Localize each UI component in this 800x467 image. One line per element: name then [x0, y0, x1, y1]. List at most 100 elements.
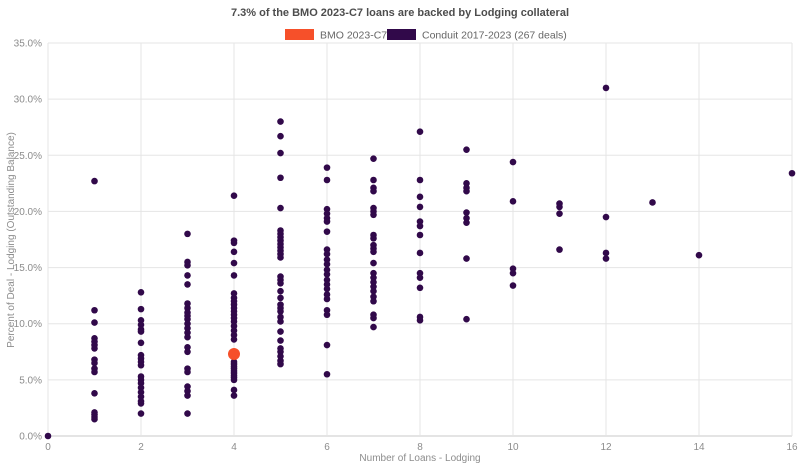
point-conduit-2017-2023-267-deals — [230, 272, 238, 279]
point-conduit-2017-2023-267-deals — [695, 251, 703, 259]
gridlines — [47, 42, 793, 437]
y-axis-title: Percent of Deal - Lodging (Outstanding B… — [6, 132, 17, 348]
point-conduit-2017-2023-267-deals — [463, 146, 470, 153]
point-conduit-2017-2023-267-deals — [323, 341, 331, 349]
point-bmo-2023-c7 — [228, 348, 240, 361]
point-conduit-2017-2023-267-deals — [277, 308, 284, 315]
point-conduit-2017-2023-267-deals — [137, 288, 145, 296]
point-conduit-2017-2023-267-deals — [277, 149, 284, 157]
y-tick-label: 20.0% — [14, 207, 42, 218]
point-conduit-2017-2023-267-deals — [184, 333, 191, 341]
point-conduit-2017-2023-267-deals — [323, 311, 331, 319]
point-conduit-2017-2023-267-deals — [44, 432, 52, 440]
x-tick-label: 14 — [693, 442, 705, 453]
y-tick-label: 35.0% — [14, 39, 42, 50]
x-tick-label: 12 — [600, 442, 612, 453]
point-conduit-2017-2023-267-deals — [416, 274, 424, 281]
point-conduit-2017-2023-267-deals — [649, 199, 656, 206]
legend-swatch-bmo — [285, 29, 314, 40]
point-conduit-2017-2023-267-deals — [277, 287, 284, 295]
point-conduit-2017-2023-267-deals — [416, 284, 424, 292]
legend-label-conduit: Conduit 2017-2023 (267 deals) — [422, 30, 567, 42]
point-conduit-2017-2023-267-deals — [370, 211, 377, 219]
y-tick-label: 15.0% — [14, 263, 42, 274]
x-tick-label: 0 — [45, 442, 51, 453]
x-tick-label: 2 — [138, 442, 144, 453]
point-conduit-2017-2023-267-deals — [230, 386, 238, 394]
point-conduit-2017-2023-267-deals — [416, 193, 424, 201]
chart-legend: BMO 2023-C7 Conduit 2017-2023 (267 deals… — [285, 29, 567, 42]
point-conduit-2017-2023-267-deals — [184, 281, 191, 288]
point-conduit-2017-2023-267-deals — [277, 360, 284, 368]
point-conduit-2017-2023-267-deals — [323, 260, 331, 268]
y-tick-label: 25.0% — [14, 151, 42, 162]
point-conduit-2017-2023-267-deals — [137, 361, 145, 369]
point-conduit-2017-2023-267-deals — [277, 279, 284, 287]
point-conduit-2017-2023-267-deals — [323, 250, 331, 258]
point-conduit-2017-2023-267-deals — [91, 177, 98, 185]
point-conduit-2017-2023-267-deals — [463, 209, 470, 216]
y-tick-label: 10.0% — [14, 319, 42, 330]
x-tick-label: 16 — [786, 442, 798, 453]
point-conduit-2017-2023-267-deals — [463, 255, 470, 262]
point-conduit-2017-2023-267-deals — [788, 169, 796, 177]
point-conduit-2017-2023-267-deals — [137, 400, 145, 407]
point-conduit-2017-2023-267-deals — [230, 336, 238, 343]
point-conduit-2017-2023-267-deals — [416, 231, 424, 239]
x-axis-title: Number of Loans - Lodging — [359, 453, 480, 464]
point-conduit-2017-2023-267-deals — [91, 415, 98, 423]
point-conduit-2017-2023-267-deals — [556, 246, 563, 253]
point-conduit-2017-2023-267-deals — [277, 294, 284, 302]
point-conduit-2017-2023-267-deals — [509, 269, 517, 277]
point-conduit-2017-2023-267-deals — [323, 295, 331, 303]
point-conduit-2017-2023-267-deals — [230, 259, 238, 267]
point-conduit-2017-2023-267-deals — [184, 230, 191, 238]
point-conduit-2017-2023-267-deals — [416, 128, 424, 136]
point-conduit-2017-2023-267-deals — [509, 282, 517, 289]
point-conduit-2017-2023-267-deals — [323, 271, 331, 278]
legend-swatch-conduit — [387, 29, 416, 40]
point-conduit-2017-2023-267-deals — [230, 392, 238, 399]
x-tick-label: 4 — [231, 442, 237, 453]
point-conduit-2017-2023-267-deals — [230, 248, 238, 256]
y-tick-label: 5.0% — [19, 375, 42, 386]
point-conduit-2017-2023-267-deals — [323, 176, 331, 184]
chart-title: 7.3% of the BMO 2023-C7 loans are backed… — [231, 7, 569, 19]
point-conduit-2017-2023-267-deals — [556, 203, 563, 211]
point-conduit-2017-2023-267-deals — [602, 84, 610, 92]
point-conduit-2017-2023-267-deals — [370, 323, 377, 331]
point-conduit-2017-2023-267-deals — [277, 318, 284, 325]
point-conduit-2017-2023-267-deals — [91, 390, 98, 397]
data-points — [44, 84, 796, 440]
point-conduit-2017-2023-267-deals — [277, 204, 284, 212]
point-conduit-2017-2023-267-deals — [602, 213, 610, 221]
point-conduit-2017-2023-267-deals — [91, 345, 98, 352]
point-conduit-2017-2023-267-deals — [463, 315, 470, 323]
point-conduit-2017-2023-267-deals — [370, 235, 377, 242]
point-conduit-2017-2023-267-deals — [370, 297, 377, 305]
point-conduit-2017-2023-267-deals — [137, 328, 145, 335]
point-conduit-2017-2023-267-deals — [184, 410, 191, 417]
point-conduit-2017-2023-267-deals — [416, 203, 424, 211]
point-conduit-2017-2023-267-deals — [463, 219, 470, 226]
point-conduit-2017-2023-267-deals — [277, 328, 284, 335]
point-conduit-2017-2023-267-deals — [137, 339, 145, 347]
point-conduit-2017-2023-267-deals — [370, 187, 377, 195]
point-conduit-2017-2023-267-deals — [323, 370, 331, 378]
x-tick-label: 8 — [417, 442, 423, 453]
point-conduit-2017-2023-267-deals — [184, 262, 191, 269]
point-conduit-2017-2023-267-deals — [184, 368, 191, 376]
point-conduit-2017-2023-267-deals — [91, 359, 98, 367]
point-conduit-2017-2023-267-deals — [370, 248, 377, 256]
point-conduit-2017-2023-267-deals — [230, 239, 238, 247]
y-tick-label: 0.0% — [19, 432, 42, 443]
point-conduit-2017-2023-267-deals — [184, 348, 191, 356]
point-conduit-2017-2023-267-deals — [277, 174, 284, 182]
point-conduit-2017-2023-267-deals — [91, 306, 98, 314]
point-conduit-2017-2023-267-deals — [416, 317, 424, 324]
y-tick-label: 30.0% — [14, 95, 42, 106]
point-conduit-2017-2023-267-deals — [509, 198, 517, 205]
point-conduit-2017-2023-267-deals — [323, 164, 331, 171]
point-conduit-2017-2023-267-deals — [323, 218, 331, 225]
